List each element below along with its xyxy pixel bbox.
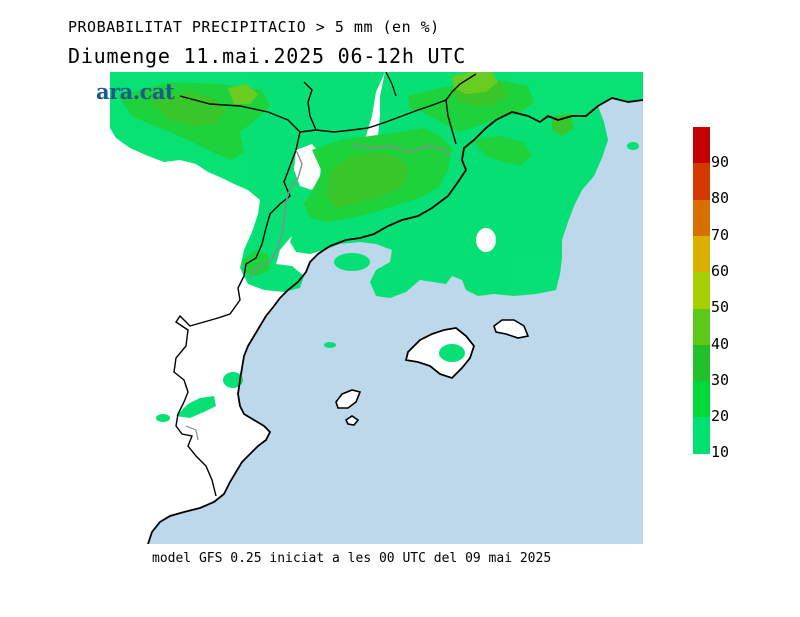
menorca xyxy=(493,319,530,339)
legend-color-segment xyxy=(693,235,710,273)
ara-cat-logo: ara.cat xyxy=(96,79,175,104)
legend-color-segment xyxy=(693,272,710,309)
legend-color-segment xyxy=(693,381,710,418)
ibiza xyxy=(335,389,362,409)
legend-tick-label: 70 xyxy=(711,225,730,244)
legend-tick-label: 50 xyxy=(711,298,730,317)
legend-color-segment xyxy=(693,127,710,164)
formentera xyxy=(344,415,360,426)
legend-tick-label: 80 xyxy=(711,189,730,208)
legend-color-segment xyxy=(693,344,710,382)
legend-color-segment xyxy=(693,308,710,346)
legend-color-segment xyxy=(693,199,710,237)
mainland xyxy=(110,72,643,544)
legend-tick-label: 20 xyxy=(711,407,730,426)
map-subtitle: Diumenge 11.mai.2025 06-12h UTC xyxy=(68,44,467,68)
legend-tick-label: 40 xyxy=(711,334,730,353)
legend-tick-label: 30 xyxy=(711,370,730,389)
model-info: model GFS 0.25 iniciat a les 00 UTC del … xyxy=(152,551,552,566)
precip-prob-40 xyxy=(228,72,498,104)
regional-border xyxy=(351,143,451,155)
legend-colorbar xyxy=(693,127,710,455)
country-border xyxy=(173,95,301,497)
legend-tick-label: 90 xyxy=(711,153,730,171)
coastline xyxy=(147,97,643,544)
legend-color-segment xyxy=(693,163,710,201)
legend-tick-label: 10 xyxy=(711,443,730,462)
legend-tick-label: 60 xyxy=(711,261,730,280)
map-title: PROBABILITAT PRECIPITACIO > 5 mm (en %) xyxy=(68,18,440,36)
legend-color-segment xyxy=(693,417,710,455)
